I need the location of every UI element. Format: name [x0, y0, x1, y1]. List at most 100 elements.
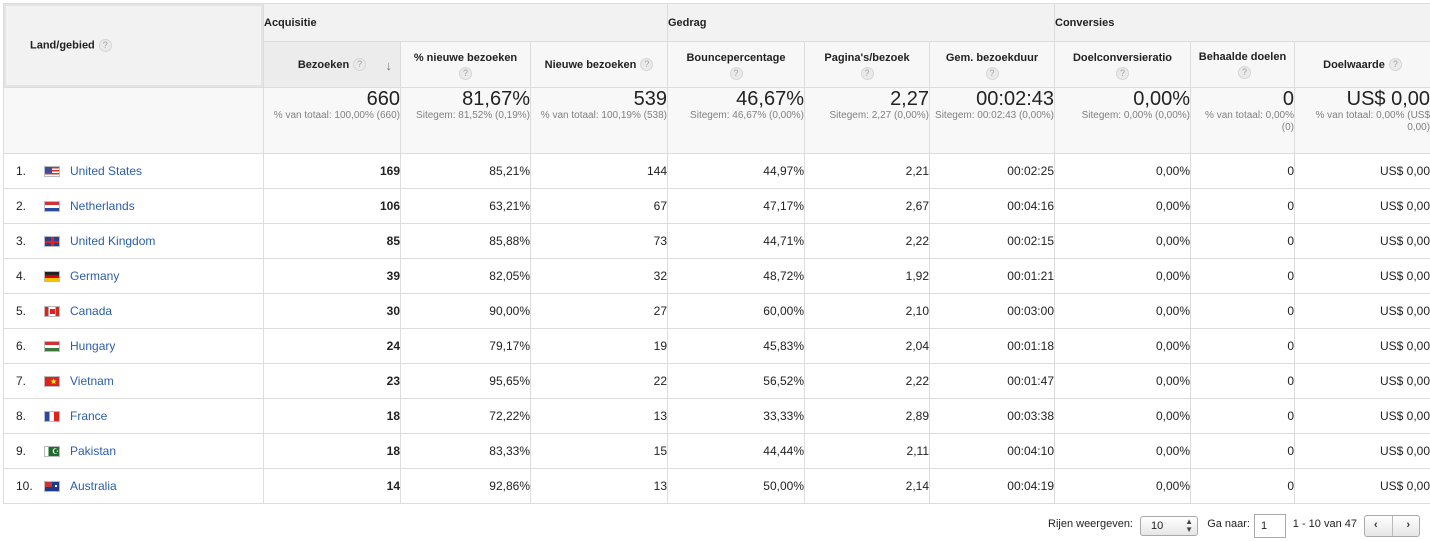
- metric-cell: 0: [1190, 328, 1295, 364]
- total-cell: 539% van totaal: 100,19% (538): [530, 87, 668, 154]
- help-icon[interactable]: ?: [1238, 66, 1251, 80]
- metric-cell: 0: [1190, 258, 1295, 294]
- column-header-bounce-rate[interactable]: Bouncepercentage?: [667, 41, 805, 88]
- metric-cell: 2,89: [804, 398, 930, 434]
- total-subtext: Sitegem: 46,67% (0,00%): [690, 110, 804, 121]
- total-value: 0,00%: [1133, 88, 1190, 111]
- vn-flag-icon: ★: [44, 376, 60, 388]
- help-icon[interactable]: ?: [860, 66, 874, 80]
- help-icon[interactable]: ?: [1388, 58, 1402, 72]
- metric-cell: 00:02:15: [929, 223, 1055, 259]
- row-index: 3.: [16, 234, 27, 248]
- help-icon[interactable]: ?: [1116, 66, 1129, 80]
- rows-label: Rijen weergeven:: [1048, 518, 1133, 530]
- total-cell: 46,67% Sitegem: 46,67% (0,00%): [667, 87, 805, 154]
- metric-cell: 0,00%: [1054, 363, 1191, 399]
- total-value: 539: [633, 88, 667, 111]
- metric-cell: 0: [1190, 468, 1295, 504]
- metric-cell: 2,11: [804, 433, 930, 469]
- group-header-acquisitie: Acquisitie: [263, 3, 668, 42]
- metric-cell: 85,21%: [400, 153, 531, 189]
- help-icon[interactable]: ?: [353, 58, 367, 72]
- goto-page-input[interactable]: 1: [1254, 514, 1286, 538]
- metric-cell: 82,05%: [400, 258, 531, 294]
- country-link[interactable]: Pakistan: [70, 444, 117, 458]
- sort-down-icon: ↓: [385, 58, 393, 73]
- country-link[interactable]: France: [70, 409, 108, 423]
- metric-cell: 1,92: [804, 258, 930, 294]
- prev-page-button[interactable]: ‹: [1374, 519, 1378, 531]
- help-icon[interactable]: ?: [459, 66, 472, 80]
- country-link[interactable]: Germany: [70, 269, 120, 283]
- country-link[interactable]: Vietnam: [70, 374, 114, 388]
- metric-cell: 2,14: [804, 468, 930, 504]
- total-cell: 0% van totaal: 0,00% (0): [1190, 87, 1295, 154]
- select-arrows-icon: ▲ ▼: [1185, 517, 1193, 534]
- metric-cell: 144: [530, 153, 668, 189]
- row-index: 4.: [16, 269, 27, 283]
- metric-cell: 44,97%: [667, 153, 805, 189]
- table-row: 7. ★ Vietnam 23 95,65% 22 56,52% 2,22 00:01:47 0,…: [3, 363, 1430, 399]
- metric-cell: US$ 0,00: [1293, 188, 1430, 224]
- country-link[interactable]: United States: [70, 164, 143, 178]
- totals-label-cell: [3, 87, 264, 154]
- help-icon[interactable]: ?: [985, 66, 999, 80]
- metric-cell: 00:01:18: [929, 328, 1055, 364]
- metric-cell: 0: [1190, 153, 1295, 189]
- total-cell: 2,27 Sitegem: 2,27 (0,00%): [804, 87, 930, 154]
- rows-per-page-select[interactable]: 10 ▲ ▼: [1140, 516, 1198, 536]
- help-icon[interactable]: ?: [729, 66, 743, 80]
- fr-flag-icon: [44, 411, 60, 423]
- metric-cell: 0,00%: [1054, 293, 1191, 329]
- totals-row: 660% van totaal: 100,00% (660) 81,67% Site…: [3, 87, 1430, 154]
- total-subtext: Sitegem: 0,00% (0,00%): [1081, 110, 1190, 121]
- country-link[interactable]: Netherlands: [70, 199, 135, 213]
- group-header-conversies: Conversies: [1053, 3, 1430, 42]
- dimension-header[interactable]: Land/gebied?: [3, 3, 264, 88]
- column-header-goal-conversion[interactable]: Doelconversieratio?: [1054, 41, 1191, 88]
- metric-cell: 95,65%: [400, 363, 531, 399]
- metric-cell: US$ 0,00: [1293, 293, 1430, 329]
- column-header-avg-duration[interactable]: Gem. bezoekduur?: [929, 41, 1055, 88]
- help-icon[interactable]: ?: [640, 58, 654, 72]
- metric-cell: US$ 0,00: [1293, 328, 1430, 364]
- metric-cell: US$ 0,00: [1293, 223, 1430, 259]
- metric-cell: 00:04:10: [929, 433, 1055, 469]
- metric-cell: 60,00%: [667, 293, 805, 329]
- column-header-new-visits[interactable]: Nieuwe bezoeken?: [530, 41, 668, 88]
- country-link[interactable]: Australia: [70, 479, 117, 493]
- total-value: 81,67%: [462, 88, 530, 111]
- help-icon[interactable]: ?: [98, 39, 112, 52]
- country-cell: 3. United Kingdom: [3, 223, 264, 259]
- metric-cell: 2,04: [804, 328, 930, 364]
- column-header-bezoeken[interactable]: Bezoeken? ↓: [263, 41, 401, 88]
- metric-cell: 00:04:16: [929, 188, 1055, 224]
- column-header-pct-new-visits[interactable]: % nieuwe bezoeken?: [400, 41, 531, 88]
- metric-cell: 15: [530, 433, 668, 469]
- metric-cell: 79,17%: [400, 328, 531, 364]
- next-page-button[interactable]: ›: [1406, 519, 1410, 531]
- table-row: 1. United States 169 85,21% 144 44,97% 2,21 00:…: [3, 153, 1430, 189]
- metric-cell: 00:03:00: [929, 293, 1055, 329]
- country-link[interactable]: Hungary: [70, 339, 116, 353]
- column-header-goal-value[interactable]: Doelwaarde?: [1293, 41, 1430, 88]
- metric-cell: 0: [1190, 433, 1295, 469]
- total-value: 46,67%: [736, 88, 804, 111]
- total-subtext: Sitegem: 81,52% (0,19%): [416, 110, 530, 121]
- metric-cell: 56,52%: [667, 363, 805, 399]
- metric-cell: 44,44%: [667, 433, 805, 469]
- total-cell: 81,67% Sitegem: 81,52% (0,19%): [400, 87, 531, 154]
- pager-buttons: ‹ ›: [1364, 515, 1420, 537]
- metric-cell: 106: [263, 188, 401, 224]
- total-cell: 660% van totaal: 100,00% (660): [263, 87, 401, 154]
- metric-cell: 27: [530, 293, 668, 329]
- metric-cell: 0,00%: [1054, 328, 1191, 364]
- column-header-goals-completed[interactable]: Behaalde doelen?: [1190, 41, 1295, 88]
- metric-cell: 2,21: [804, 153, 930, 189]
- metric-cell: 50,00%: [667, 468, 805, 504]
- total-value: 00:02:43: [976, 88, 1054, 111]
- country-link[interactable]: Canada: [70, 304, 113, 318]
- country-link[interactable]: United Kingdom: [70, 234, 156, 248]
- metric-cell: 47,17%: [667, 188, 805, 224]
- column-header-pages-per-visit[interactable]: Pagina's/bezoek?: [804, 41, 930, 88]
